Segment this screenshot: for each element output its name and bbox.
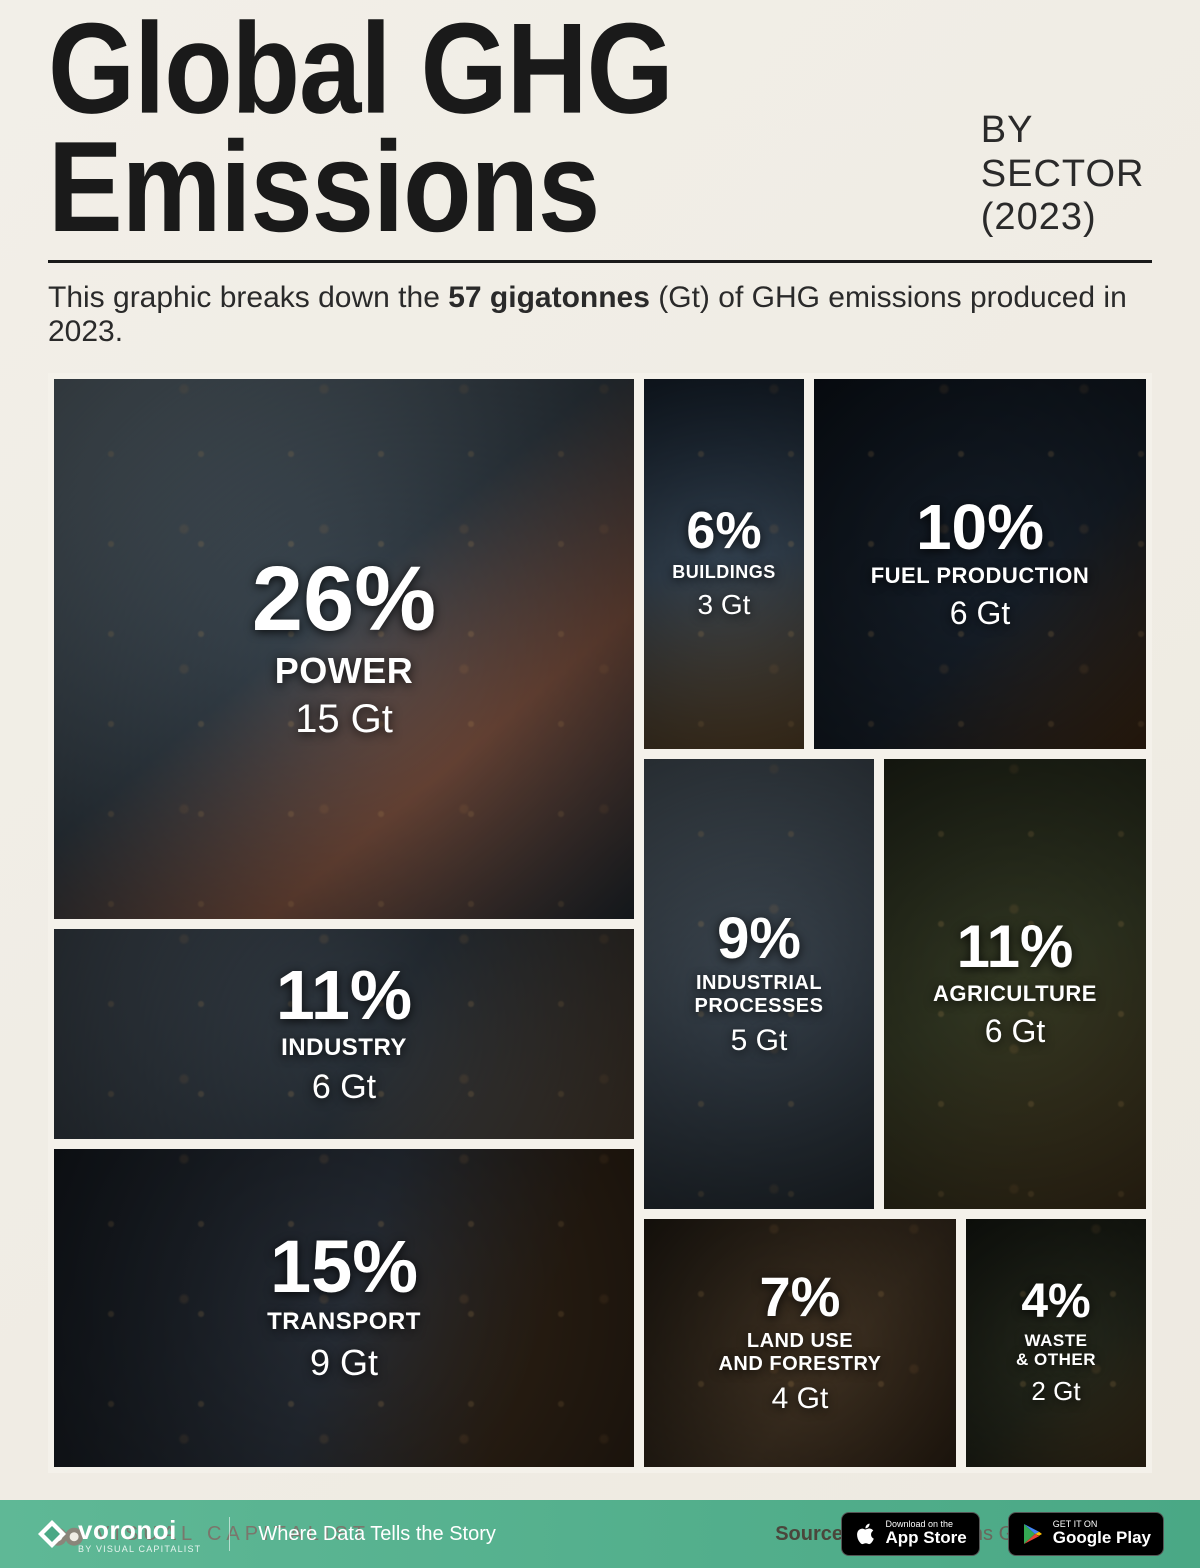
- tile-industrial-processes: 9% INDUSTRIALPROCESSES 5 Gt: [644, 759, 874, 1209]
- tile-indproc-label: INDUSTRIALPROCESSES: [695, 972, 824, 1018]
- tile-power-gt: 15 Gt: [295, 697, 393, 742]
- source-label: Source:: [775, 1523, 849, 1545]
- voronoi-byline: BY VISUAL CAPITALIST: [78, 1544, 201, 1554]
- google-play-icon: [1021, 1522, 1045, 1546]
- tile-power: 26% POWER 15 Gt: [54, 379, 634, 919]
- tile-agriculture: 11% AGRICULTURE 6 Gt: [884, 759, 1146, 1209]
- appstore-big: App Store: [886, 1529, 967, 1548]
- tile-buildings-pct: 6%: [686, 507, 761, 556]
- treemap-right-bot: 7% LAND USEAND FORESTRY 4 Gt 4% WASTE& O…: [644, 1219, 1146, 1467]
- tile-land-pct: 7%: [760, 1270, 841, 1323]
- tile-industry: 11% INDUSTRY 6 Gt: [54, 929, 634, 1139]
- intro-bold: 57 gigatonnes: [448, 281, 650, 314]
- tile-industry-pct: 11%: [276, 962, 412, 1029]
- tile-buildings-label: BUILDINGS: [672, 562, 776, 583]
- treemap-right-column: 6% BUILDINGS 3 Gt 10% FUEL PRODUCTION 6 …: [644, 379, 1146, 1467]
- app-store-badge[interactable]: Download on the App Store: [841, 1512, 980, 1556]
- tile-fuel-pct: 10%: [916, 497, 1044, 558]
- voronoi-logo: voronoi BY VISUAL CAPITALIST: [36, 1515, 201, 1554]
- tile-power-pct: 26%: [252, 556, 436, 643]
- tile-land-gt: 4 Gt: [772, 1382, 829, 1416]
- tile-indproc-pct: 9%: [717, 911, 801, 966]
- tile-transport: 15% TRANSPORT 9 Gt: [54, 1149, 634, 1467]
- tile-land-label: LAND USEAND FORESTRY: [718, 1330, 881, 1376]
- tile-buildings: 6% BUILDINGS 3 Gt: [644, 379, 804, 749]
- tile-waste-other: 4% WASTE& OTHER 2 Gt: [966, 1219, 1146, 1467]
- tile-agri-label: AGRICULTURE: [933, 981, 1097, 1006]
- footer-banner: voronoi BY VISUAL CAPITALIST Where Data …: [0, 1500, 1200, 1568]
- tile-agri-pct: 11%: [957, 918, 1074, 975]
- tile-agri-gt: 6 Gt: [985, 1013, 1045, 1050]
- treemap-left-column: 26% POWER 15 Gt 11% INDUSTRY 6 Gt 15% TR…: [54, 379, 634, 1467]
- google-play-badge[interactable]: GET IT ON Google Play: [1008, 1512, 1164, 1556]
- voronoi-name: voronoi: [78, 1515, 201, 1546]
- intro-pre: This graphic breaks down the: [48, 281, 448, 314]
- tile-industry-gt: 6 Gt: [312, 1068, 376, 1107]
- treemap-right-mid: 9% INDUSTRIALPROCESSES 5 Gt 11% AGRICULT…: [644, 759, 1146, 1209]
- treemap-right-top: 6% BUILDINGS 3 Gt 10% FUEL PRODUCTION 6 …: [644, 379, 1146, 749]
- tile-waste-gt: 2 Gt: [1031, 1376, 1080, 1407]
- title-subtitle: BY SECTOR (2023): [981, 109, 1152, 246]
- voronoi-mark-icon: [36, 1518, 68, 1550]
- intro-text: This graphic breaks down the 57 gigatonn…: [48, 281, 1152, 349]
- tile-power-label: POWER: [275, 650, 414, 691]
- footer-divider: [229, 1517, 230, 1551]
- tile-waste-label: WASTE& OTHER: [1016, 1331, 1096, 1370]
- tile-land-use-forestry: 7% LAND USEAND FORESTRY 4 Gt: [644, 1219, 956, 1467]
- tile-fuel-label: FUEL PRODUCTION: [871, 563, 1090, 588]
- treemap: 26% POWER 15 Gt 11% INDUSTRY 6 Gt 15% TR…: [48, 373, 1152, 1473]
- tile-transport-label: TRANSPORT: [267, 1308, 421, 1336]
- tile-buildings-gt: 3 Gt: [698, 589, 751, 621]
- footer-tagline: Where Data Tells the Story: [258, 1523, 496, 1546]
- title-sub-line2: (2023): [981, 196, 1152, 240]
- header: Global GHG Emissions BY SECTOR (2023): [48, 40, 1152, 263]
- title-sub-line1: BY SECTOR: [981, 109, 1152, 196]
- title-main: Global GHG Emissions: [48, 9, 957, 246]
- tile-fuel-production: 10% FUEL PRODUCTION 6 Gt: [814, 379, 1146, 749]
- tile-fuel-gt: 6 Gt: [950, 595, 1010, 632]
- tile-industry-label: INDUSTRY: [281, 1034, 407, 1062]
- play-big: Google Play: [1053, 1529, 1151, 1548]
- tile-indproc-gt: 5 Gt: [731, 1024, 788, 1058]
- tile-waste-pct: 4%: [1021, 1279, 1090, 1325]
- page: Global GHG Emissions BY SECTOR (2023) Th…: [0, 0, 1200, 1500]
- tile-transport-gt: 9 Gt: [310, 1342, 378, 1384]
- apple-icon: [854, 1522, 878, 1546]
- tile-transport-pct: 15%: [270, 1232, 418, 1302]
